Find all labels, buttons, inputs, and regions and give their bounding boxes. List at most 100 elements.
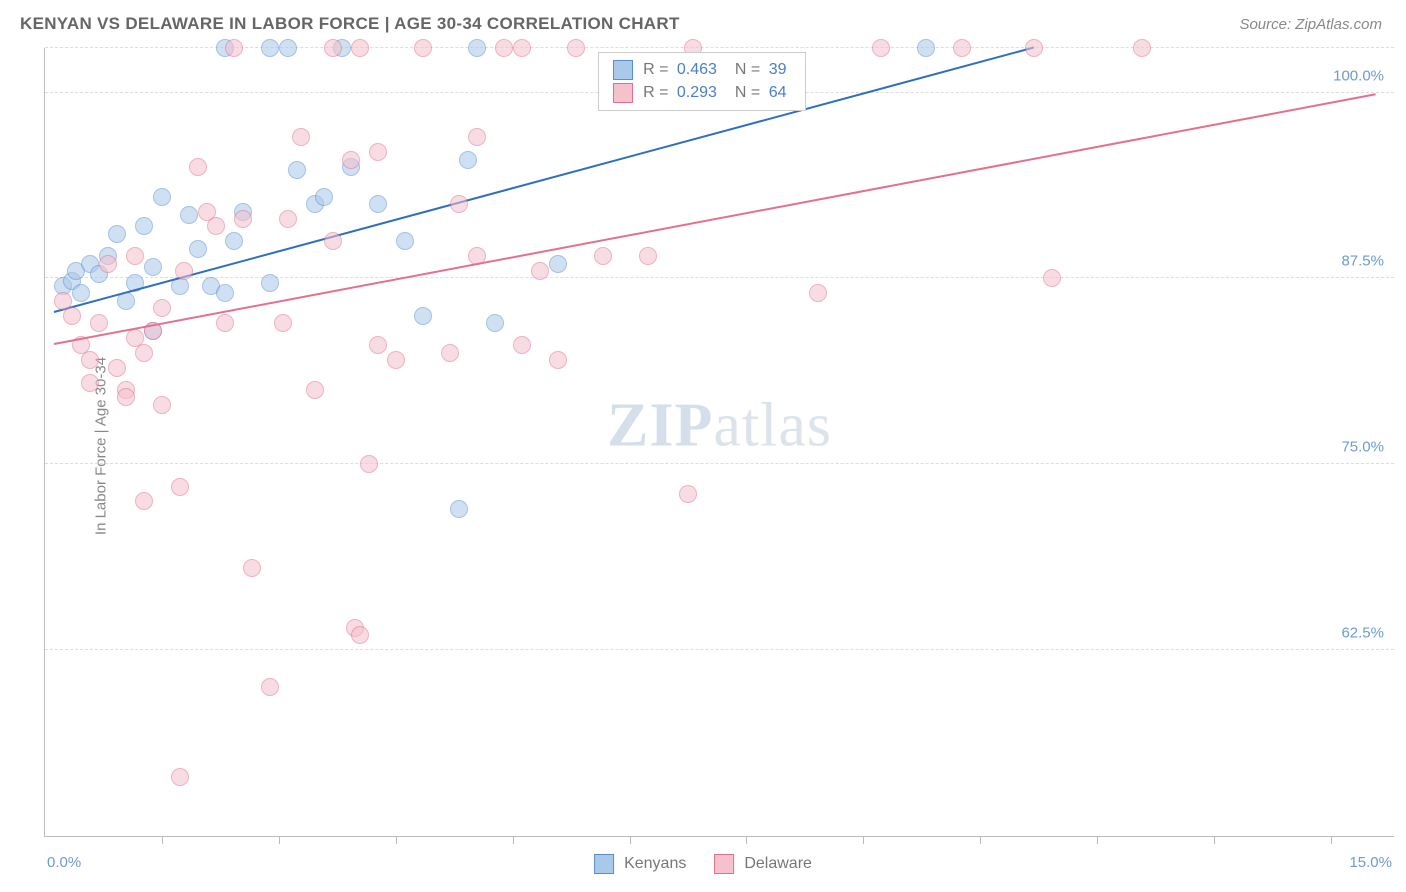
watermark: ZIPatlas	[607, 391, 832, 462]
data-point	[324, 232, 342, 250]
data-point	[292, 128, 310, 146]
data-point	[324, 39, 342, 57]
x-tick	[1214, 836, 1215, 844]
data-point	[153, 396, 171, 414]
x-tick	[513, 836, 514, 844]
data-point	[274, 314, 292, 332]
data-point	[108, 359, 126, 377]
stats-swatch	[613, 60, 633, 80]
data-point	[171, 478, 189, 496]
gridline	[45, 463, 1394, 464]
data-point	[288, 161, 306, 179]
legend-swatch-kenyans	[594, 854, 614, 874]
data-point	[117, 388, 135, 406]
data-point	[441, 344, 459, 362]
data-point	[639, 247, 657, 265]
stats-swatch	[613, 83, 633, 103]
data-point	[126, 247, 144, 265]
data-point	[261, 39, 279, 57]
data-point	[549, 351, 567, 369]
data-point	[180, 206, 198, 224]
data-point	[63, 307, 81, 325]
data-point	[1025, 39, 1043, 57]
data-point	[531, 262, 549, 280]
data-point	[369, 195, 387, 213]
data-point	[953, 39, 971, 57]
data-point	[396, 232, 414, 250]
legend-label-kenyans: Kenyans	[624, 855, 686, 873]
data-point	[175, 262, 193, 280]
data-point	[513, 336, 531, 354]
x-tick	[162, 836, 163, 844]
data-point	[99, 255, 117, 273]
data-point	[243, 559, 261, 577]
gridline	[45, 649, 1394, 650]
data-point	[872, 39, 890, 57]
data-point	[549, 255, 567, 273]
data-point	[414, 307, 432, 325]
x-tick	[980, 836, 981, 844]
data-point	[414, 39, 432, 57]
data-point	[306, 381, 324, 399]
stats-text: R = 0.293N = 64	[643, 84, 790, 102]
x-tick	[1331, 836, 1332, 844]
data-point	[234, 210, 252, 228]
data-point	[279, 39, 297, 57]
data-point	[72, 284, 90, 302]
stats-legend-box: R = 0.463N = 39 R = 0.293N = 64	[598, 52, 805, 111]
data-point	[189, 158, 207, 176]
scatter-chart: ZIPatlas 0.0% 15.0% 62.5%75.0%87.5%100.0…	[44, 48, 1394, 837]
data-point	[135, 217, 153, 235]
header: KENYAN VS DELAWARE IN LABOR FORCE | AGE …	[0, 0, 1406, 48]
data-point	[360, 455, 378, 473]
data-point	[450, 500, 468, 518]
data-point	[486, 314, 504, 332]
data-point	[342, 151, 360, 169]
data-point	[1133, 39, 1151, 57]
legend-swatch-delaware	[714, 854, 734, 874]
x-axis-max-label: 15.0%	[1349, 854, 1392, 871]
data-point	[450, 195, 468, 213]
x-tick	[863, 836, 864, 844]
data-point	[679, 485, 697, 503]
data-point	[261, 274, 279, 292]
data-point	[216, 314, 234, 332]
x-tick	[630, 836, 631, 844]
x-tick	[1097, 836, 1098, 844]
stats-legend-row: R = 0.293N = 64	[613, 83, 790, 103]
data-point	[468, 128, 486, 146]
data-point	[351, 39, 369, 57]
y-tick-label: 87.5%	[1341, 253, 1384, 270]
y-tick-label: 100.0%	[1333, 67, 1384, 84]
data-point	[917, 39, 935, 57]
data-point	[567, 39, 585, 57]
stats-text: R = 0.463N = 39	[643, 61, 790, 79]
y-tick-label: 62.5%	[1341, 625, 1384, 642]
data-point	[809, 284, 827, 302]
legend-item-kenyans: Kenyans	[594, 854, 686, 874]
data-point	[369, 143, 387, 161]
chart-title: KENYAN VS DELAWARE IN LABOR FORCE | AGE …	[20, 14, 680, 34]
legend-label-delaware: Delaware	[744, 855, 812, 873]
data-point	[495, 39, 513, 57]
data-point	[90, 314, 108, 332]
data-point	[369, 336, 387, 354]
data-point	[1043, 269, 1061, 287]
data-point	[225, 39, 243, 57]
bottom-legend: Kenyans Delaware	[594, 854, 812, 874]
data-point	[144, 258, 162, 276]
data-point	[216, 284, 234, 302]
data-point	[459, 151, 477, 169]
data-point	[153, 188, 171, 206]
gridline	[45, 277, 1394, 278]
data-point	[189, 240, 207, 258]
data-point	[81, 374, 99, 392]
x-tick	[396, 836, 397, 844]
x-tick	[279, 836, 280, 844]
data-point	[387, 351, 405, 369]
data-point	[261, 678, 279, 696]
data-point	[207, 217, 225, 235]
x-tick	[746, 836, 747, 844]
data-point	[225, 232, 243, 250]
data-point	[468, 39, 486, 57]
